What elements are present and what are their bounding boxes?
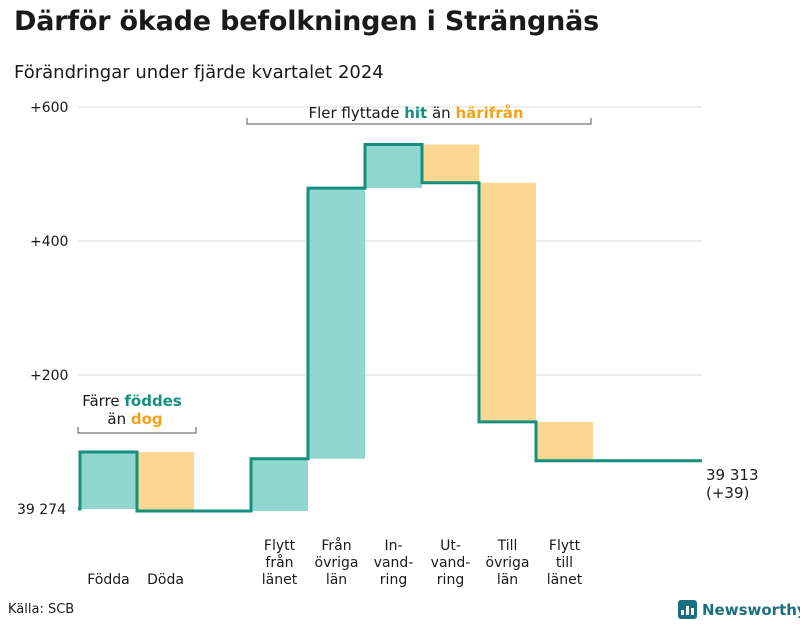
x-tick-label: övriga bbox=[315, 555, 359, 571]
waterfall-bar bbox=[479, 182, 536, 422]
x-tick-label: ring bbox=[437, 572, 464, 588]
waterfall-bar bbox=[80, 452, 137, 509]
x-tick-label: Flytt bbox=[549, 538, 581, 554]
waterfall-bar bbox=[365, 144, 422, 189]
x-tick-label: Födda bbox=[87, 572, 129, 588]
cumulative-step-line bbox=[78, 143, 702, 513]
waterfall-bar bbox=[422, 144, 479, 183]
x-tick-label: län bbox=[497, 572, 518, 588]
x-tick-label: In- bbox=[384, 538, 402, 554]
x-tick-label: länet bbox=[547, 572, 583, 588]
start-value-label: 39 274 bbox=[17, 502, 66, 518]
brand-name: Newsworthy bbox=[702, 600, 800, 619]
x-tick-label: Till bbox=[497, 538, 518, 554]
end-value-label: 39 313 bbox=[706, 466, 759, 484]
chart-logo-icon bbox=[678, 600, 697, 619]
x-tick-label: från bbox=[265, 554, 293, 571]
annotation-migration: Fler flyttade hit än härifrån bbox=[308, 104, 523, 122]
y-tick-label: +600 bbox=[30, 100, 68, 116]
x-tick-label: Döda bbox=[147, 572, 184, 588]
y-tick-label: +200 bbox=[30, 368, 68, 384]
waterfall-bar bbox=[536, 421, 593, 461]
x-tick-label: övriga bbox=[486, 555, 530, 571]
annotation-births-deaths-line2: än dog bbox=[107, 410, 162, 428]
x-tick-label: vand- bbox=[431, 555, 471, 571]
chart-subtitle: Förändringar under fjärde kvartalet 2024 bbox=[14, 62, 384, 83]
source-note: Källa: SCB bbox=[8, 602, 75, 617]
annotation-bracket bbox=[246, 118, 592, 125]
x-tick-label: Från bbox=[321, 537, 351, 554]
annotation-births-deaths: Färre föddes bbox=[82, 392, 182, 410]
waterfall-bar bbox=[308, 188, 365, 459]
chart-title: Därför ökade befolkningen i Strängnäs bbox=[14, 6, 600, 37]
y-tick-label: +400 bbox=[30, 234, 68, 250]
waterfall-bar bbox=[251, 458, 308, 512]
annotation-bracket bbox=[77, 427, 197, 434]
x-tick-label: Ut- bbox=[440, 538, 461, 554]
waterfall-bar bbox=[137, 452, 194, 512]
x-tick-label: län bbox=[326, 572, 347, 588]
x-tick-label: ring bbox=[380, 572, 407, 588]
brand-logo: Newsworthy bbox=[678, 600, 800, 619]
x-tick-label: Flytt bbox=[264, 538, 296, 554]
x-tick-label: vand- bbox=[374, 555, 414, 571]
x-tick-label: till bbox=[556, 555, 573, 571]
x-tick-label: länet bbox=[262, 572, 298, 588]
end-change-label: (+39) bbox=[706, 484, 749, 502]
